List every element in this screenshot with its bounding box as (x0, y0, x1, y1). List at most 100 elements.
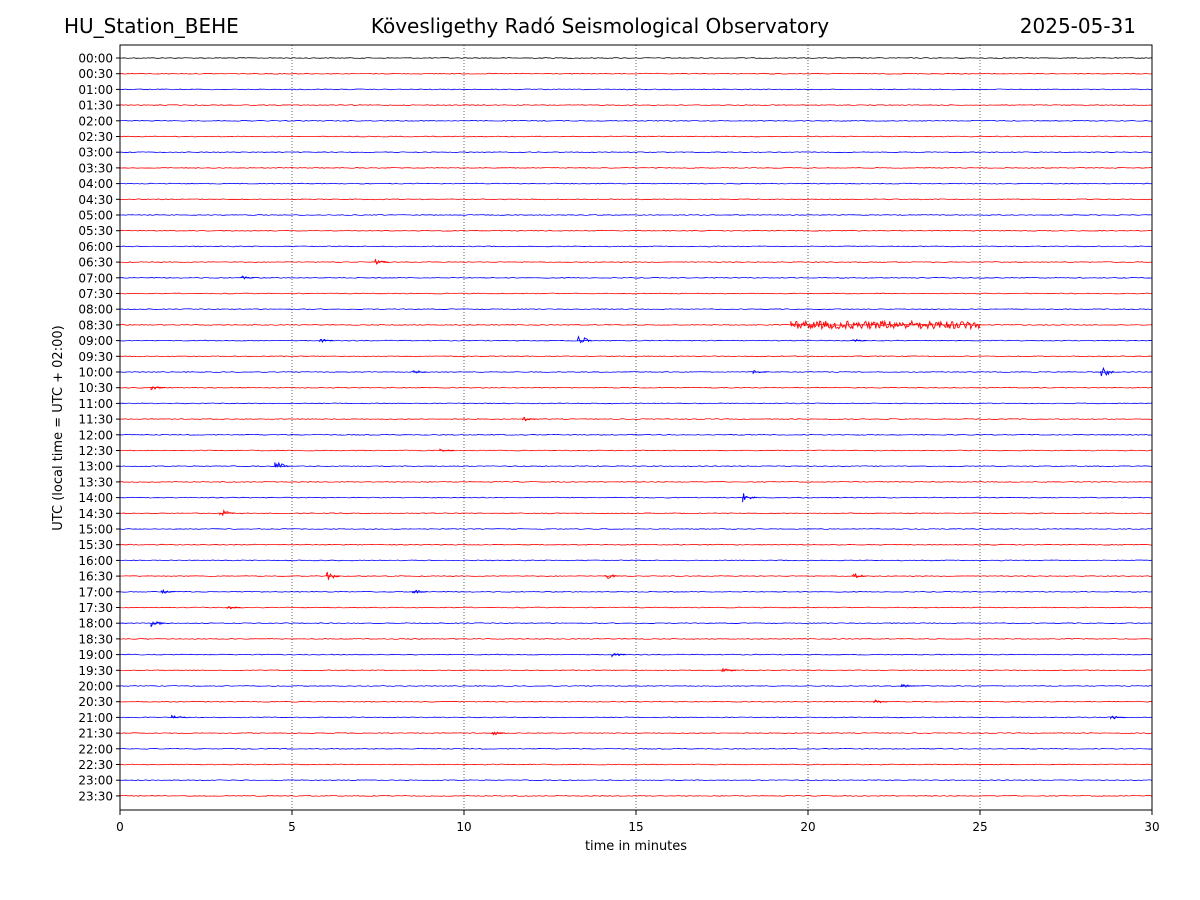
trace-row (119, 292, 1153, 295)
y-tick-label: 20:00 (78, 680, 113, 694)
y-tick-label: 15:00 (78, 523, 113, 537)
y-tick-label: 03:30 (78, 161, 113, 175)
seismic-event (852, 338, 867, 342)
y-tick-label: 18:30 (78, 632, 113, 646)
seismic-event (604, 574, 620, 579)
y-tick-label: 04:30 (78, 193, 113, 207)
y-tick-label: 12:30 (78, 444, 113, 458)
seismic-event (319, 338, 334, 344)
trace-row (119, 433, 1153, 436)
y-tick-label: 23:30 (78, 789, 113, 803)
trace-row (119, 135, 1153, 138)
trace-row (119, 88, 1153, 91)
y-tick-label: 01:00 (78, 83, 113, 97)
y-tick-label: 19:30 (78, 664, 113, 678)
seismic-event (150, 621, 166, 628)
seismic-event (374, 258, 389, 265)
trace-row (119, 465, 1153, 468)
x-tick-label: 20 (800, 820, 815, 834)
y-tick-label: 10:00 (78, 366, 113, 380)
y-tick-label: 04:00 (78, 177, 113, 191)
trace-row (119, 418, 1153, 420)
seismic-event (226, 606, 241, 610)
trace-row (119, 622, 1153, 625)
y-tick-label: 12:00 (78, 428, 113, 442)
seismic-event (872, 699, 888, 704)
trace-row (119, 402, 1153, 405)
trace-row (119, 72, 1153, 75)
trace-row (120, 214, 1153, 216)
x-tick-label: 0 (116, 820, 124, 834)
y-tick-label: 07:00 (78, 271, 113, 285)
y-tick-label: 08:00 (78, 303, 113, 317)
seismic-event (160, 588, 176, 595)
trace-row (119, 543, 1153, 546)
seismic-event (274, 461, 290, 468)
y-tick-label: 15:30 (78, 538, 113, 552)
y-tick-label: 07:30 (78, 287, 113, 301)
seismic-event (491, 731, 506, 736)
trace-row (119, 685, 1153, 687)
trace-row (119, 371, 1153, 373)
trace-row (119, 481, 1153, 483)
y-tick-label: 03:00 (78, 146, 113, 160)
grid-lines (291, 45, 981, 810)
y-tick-label: 22:30 (78, 758, 113, 772)
y-tick-label: 20:30 (78, 695, 113, 709)
seismic-event (1099, 366, 1115, 377)
y-tick-label: 19:00 (78, 648, 113, 662)
x-tick-label: 25 (972, 820, 987, 834)
x-tick-label: 15 (628, 820, 643, 834)
x-axis-label: time in minutes (585, 839, 687, 854)
y-tick-label: 11:00 (78, 397, 113, 411)
seismic-event (752, 369, 768, 375)
seismic-event (411, 589, 427, 594)
y-tick-label: 02:30 (78, 130, 113, 144)
seismic-event (150, 385, 166, 391)
trace-row (119, 198, 1153, 201)
y-tick-label: 23:00 (78, 774, 113, 788)
seismic-event (1110, 715, 1125, 720)
trace-row (119, 151, 1153, 154)
seismic-event (219, 509, 234, 517)
trace-row (119, 229, 1153, 232)
y-tick-label: 11:30 (78, 413, 113, 427)
seismic-event (721, 667, 736, 673)
observatory-title: Kövesligethy Radó Seismological Observat… (370, 14, 830, 38)
trace-row (119, 276, 1153, 279)
trace-row (119, 355, 1153, 358)
trace-row (119, 339, 1153, 342)
y-tick-label: 16:00 (78, 554, 113, 568)
y-tick-label: 13:30 (78, 475, 113, 489)
y-tick-label: 00:00 (78, 52, 113, 66)
y-tick-label: 00:30 (78, 67, 113, 81)
y-tick-label: 13:00 (78, 460, 113, 474)
y-tick-label: 18:00 (78, 617, 113, 631)
trace-row (119, 779, 1153, 782)
y-tick-label: 08:30 (78, 318, 113, 332)
y-tick-label: 05:00 (78, 209, 113, 223)
y-tick-label: 05:30 (78, 224, 113, 238)
y-tick-label: 02:00 (78, 114, 113, 128)
y-tick-label: 16:30 (78, 570, 113, 584)
x-tick-label: 30 (1144, 820, 1159, 834)
trace-row (119, 669, 1153, 672)
seismic-event (522, 416, 537, 422)
seismic-event (852, 572, 867, 579)
seismic-event (171, 714, 186, 719)
trace-row (119, 700, 1153, 703)
y-tick-label: 06:00 (78, 240, 113, 254)
trace-row (119, 763, 1153, 766)
y-tick-label: 01:30 (78, 99, 113, 113)
plot-date: 2025-05-31 (1019, 14, 1136, 38)
trace-row (119, 496, 1153, 499)
x-tick-labels: 0 5 10 15 20 25 30 (116, 810, 1160, 834)
y-tick-label: 09:00 (78, 334, 113, 348)
trace-row (119, 559, 1153, 562)
y-tick-label: 22:00 (78, 742, 113, 756)
y-tick-label: 14:00 (78, 491, 113, 505)
trace-row (119, 606, 1153, 609)
trace-row (119, 747, 1153, 750)
